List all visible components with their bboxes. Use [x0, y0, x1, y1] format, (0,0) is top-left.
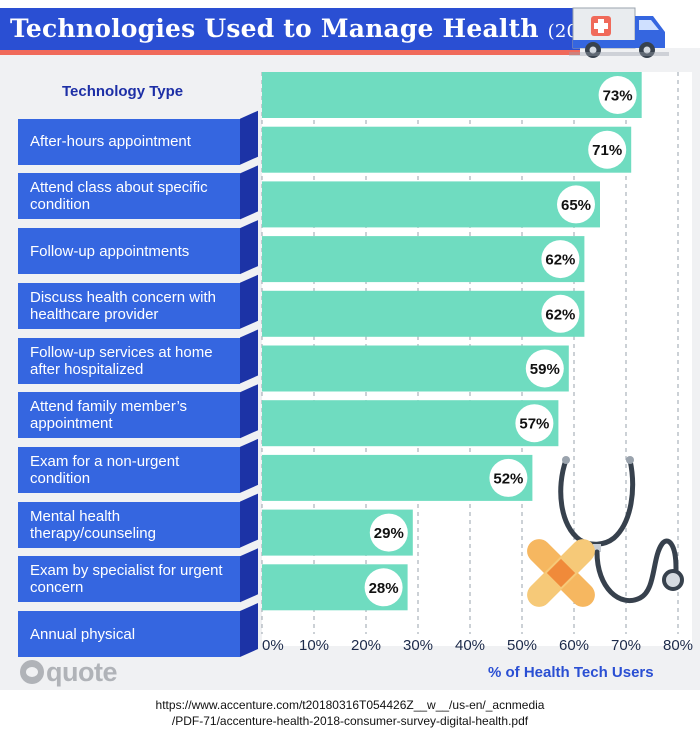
value-badge: [598, 76, 637, 114]
data-label: 57%: [519, 416, 549, 433]
label-fold: [240, 603, 258, 657]
bar: [262, 345, 569, 392]
x-tick-label: 60%: [559, 637, 589, 654]
bar: [262, 236, 585, 283]
value-badge: [557, 185, 595, 224]
bar: [262, 290, 585, 337]
category-label: Mental health therapy/counseling: [18, 501, 240, 548]
label-fold: [240, 384, 258, 439]
label-fold: [240, 274, 258, 329]
bar: [262, 126, 632, 173]
data-label: 28%: [369, 580, 399, 597]
title-text: Technologies Used to Manage Health: [10, 14, 539, 43]
category-label: Discuss health concern with healthcare p…: [18, 282, 240, 329]
quote-logo-icon: [20, 660, 44, 684]
bar: [262, 181, 600, 228]
category-label: Exam by specialist for urgent concern: [18, 556, 240, 603]
x-tick-label: 50%: [507, 637, 537, 654]
value-badge: [541, 240, 580, 279]
value-badge: [364, 568, 403, 607]
label-fold: [240, 493, 258, 548]
quote-logo: quote: [20, 657, 118, 688]
data-label: 71%: [592, 142, 622, 159]
label-fold: [240, 548, 258, 603]
label-fold: [240, 438, 258, 493]
category-label: Exam for a non-urgent condition: [18, 446, 240, 493]
bar-chart: 0% 10% 20% 30% 40% 50% 60% 70% 80% 73% 71% 65% 62% 62…: [240, 72, 693, 657]
x-tick-label: 40%: [455, 637, 485, 654]
label-fold: [240, 220, 258, 275]
category-label: After-hours appointment: [18, 118, 240, 165]
ambulance-icon: [569, 7, 669, 58]
data-label: 52%: [493, 470, 523, 487]
value-badge: [541, 294, 580, 333]
x-tick-label: 70%: [611, 637, 641, 654]
data-label: 29%: [374, 525, 404, 542]
bar: [262, 72, 642, 118]
stethoscope-icon: [558, 456, 684, 604]
value-badge: [515, 404, 554, 443]
category-label: Annual physical: [18, 611, 240, 657]
data-label: 62%: [545, 252, 575, 269]
logo-text: quote: [46, 657, 118, 687]
data-label: 62%: [545, 306, 575, 323]
category-label: Follow-up appointments: [18, 228, 240, 275]
data-label: 73%: [603, 88, 633, 105]
x-tick-label: 30%: [403, 637, 433, 654]
category-header: Technology Type: [62, 83, 184, 100]
x-tick-label: 10%: [299, 637, 329, 654]
data-label: 59%: [530, 361, 560, 378]
value-badge: [525, 349, 564, 388]
source-line-2: /PDF-71/accenture-health-2018-consumer-s…: [171, 714, 529, 728]
source-citation: https://www.accenture.com/t20180316T0544…: [0, 697, 700, 729]
x-tick-label: 0%: [262, 637, 284, 654]
label-fold: [240, 329, 258, 384]
bandage-icon: [527, 539, 595, 607]
data-label: 65%: [561, 197, 591, 214]
source-line-1: https://www.accenture.com/t20180316T0544…: [155, 698, 545, 712]
x-tick-label: 80%: [663, 637, 693, 654]
category-label: Attend class about specific condition: [18, 173, 240, 220]
value-badge: [369, 513, 408, 552]
category-label: Attend family member’s appointment: [18, 392, 240, 439]
label-fold: [240, 165, 258, 220]
x-tick-label: 20%: [351, 637, 381, 654]
x-axis-title: % of Health Tech Users: [488, 664, 654, 681]
value-badge: [588, 130, 627, 169]
bar: [262, 454, 533, 501]
bar: [262, 400, 559, 447]
value-badge: [489, 458, 528, 497]
category-label: Follow-up services at home after hospita…: [18, 337, 240, 384]
label-fold: [240, 110, 258, 165]
